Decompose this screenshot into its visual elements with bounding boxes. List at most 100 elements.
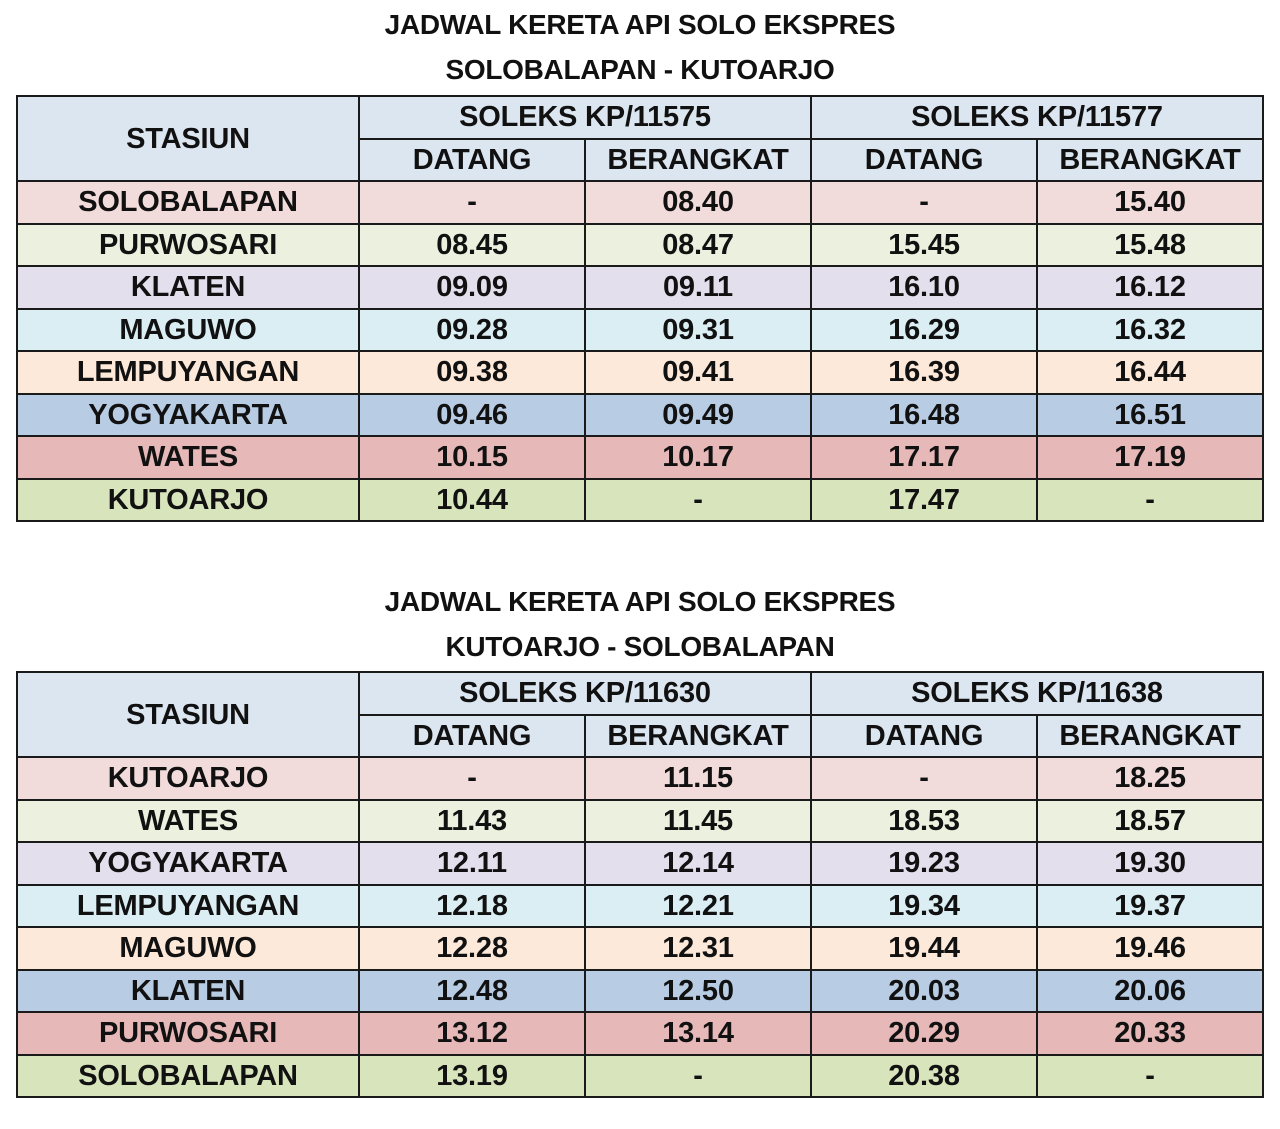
table-row: YOGYAKARTA 09.46 09.49 16.48 16.51 — [16, 392, 1264, 437]
time-cell: 09.28 — [358, 307, 586, 352]
time-cell: 09.38 — [358, 350, 586, 395]
station-column-header: STASIUN — [16, 671, 360, 758]
time-cell: 16.12 — [1036, 265, 1264, 310]
time-cell: 16.39 — [810, 350, 1038, 395]
time-cell: 11.45 — [584, 798, 812, 843]
time-cell: 10.17 — [584, 435, 812, 480]
time-cell: 09.11 — [584, 265, 812, 310]
station-name: YOGYAKARTA — [16, 392, 360, 437]
time-cell: 16.32 — [1036, 307, 1264, 352]
time-cell: 12.48 — [358, 968, 586, 1013]
time-cell: 10.15 — [358, 435, 586, 480]
depart-column-header: BERANGKAT — [1036, 713, 1264, 758]
station-name: KUTOARJO — [16, 477, 360, 522]
time-cell: 15.45 — [810, 222, 1038, 267]
station-name: YOGYAKARTA — [16, 841, 360, 886]
schedule-route: KUTOARJO - SOLOBALAPAN — [445, 631, 835, 662]
schedule-title: JADWAL KERETA API SOLO EKSPRES — [384, 9, 896, 40]
time-cell: 18.57 — [1036, 798, 1264, 843]
depart-column-header: BERANGKAT — [584, 137, 812, 182]
time-cell: 09.49 — [584, 392, 812, 437]
station-name: LEMPUYANGAN — [16, 883, 360, 928]
time-cell: 16.51 — [1036, 392, 1264, 437]
train-header: SOLEKS KP/11575 — [358, 95, 812, 140]
time-cell: 08.47 — [584, 222, 812, 267]
time-cell: 12.28 — [358, 926, 586, 971]
time-cell: - — [358, 180, 586, 225]
train-header: SOLEKS KP/11630 — [358, 671, 812, 716]
station-name: WATES — [16, 435, 360, 480]
arrive-column-header: DATANG — [810, 713, 1038, 758]
time-cell: 16.10 — [810, 265, 1038, 310]
table-row: PURWOSARI 08.45 08.47 15.45 15.48 — [16, 222, 1264, 267]
time-cell: 12.18 — [358, 883, 586, 928]
schedule-table: STASIUN SOLEKS KP/11630 SOLEKS KP/11638 … — [16, 671, 1264, 1098]
time-cell: 19.34 — [810, 883, 1038, 928]
time-cell: 19.30 — [1036, 841, 1264, 886]
time-cell: 17.17 — [810, 435, 1038, 480]
time-cell: 16.48 — [810, 392, 1038, 437]
time-cell: 13.12 — [358, 1011, 586, 1056]
station-name: PURWOSARI — [16, 222, 360, 267]
time-cell: 20.29 — [810, 1011, 1038, 1056]
time-cell: - — [584, 477, 812, 522]
station-name: SOLOBALAPAN — [16, 1053, 360, 1098]
time-cell: 13.14 — [584, 1011, 812, 1056]
table-row: PURWOSARI 13.12 13.14 20.29 20.33 — [16, 1011, 1264, 1056]
time-cell: 20.38 — [810, 1053, 1038, 1098]
time-cell: 12.31 — [584, 926, 812, 971]
time-cell: 17.19 — [1036, 435, 1264, 480]
time-cell: 12.21 — [584, 883, 812, 928]
time-cell: 19.37 — [1036, 883, 1264, 928]
time-cell: 10.44 — [358, 477, 586, 522]
arrive-column-header: DATANG — [358, 137, 586, 182]
time-cell: - — [1036, 477, 1264, 522]
table-row: MAGUWO 09.28 09.31 16.29 16.32 — [16, 307, 1264, 352]
time-cell: 12.14 — [584, 841, 812, 886]
table-row: WATES 11.43 11.45 18.53 18.57 — [16, 798, 1264, 843]
table-row: SOLOBALAPAN - 08.40 - 15.40 — [16, 180, 1264, 225]
table-row: WATES 10.15 10.17 17.17 17.19 — [16, 435, 1264, 480]
station-name: PURWOSARI — [16, 1011, 360, 1056]
station-name: SOLOBALAPAN — [16, 180, 360, 225]
table-row: KUTOARJO 10.44 - 17.47 - — [16, 477, 1264, 522]
depart-column-header: BERANGKAT — [1036, 137, 1264, 182]
time-cell: 16.44 — [1036, 350, 1264, 395]
depart-column-header: BERANGKAT — [584, 713, 812, 758]
time-cell: 13.19 — [358, 1053, 586, 1098]
table-row: KLATEN 12.48 12.50 20.03 20.06 — [16, 968, 1264, 1013]
station-name: KLATEN — [16, 265, 360, 310]
table-row: SOLOBALAPAN 13.19 - 20.38 - — [16, 1053, 1264, 1098]
time-cell: 08.45 — [358, 222, 586, 267]
time-cell: - — [810, 756, 1038, 801]
time-cell: 09.46 — [358, 392, 586, 437]
station-name: LEMPUYANGAN — [16, 350, 360, 395]
time-cell: 15.40 — [1036, 180, 1264, 225]
schedule-route: SOLOBALAPAN - KUTOARJO — [445, 54, 835, 85]
time-cell: 16.29 — [810, 307, 1038, 352]
time-cell: 17.47 — [810, 477, 1038, 522]
station-name: MAGUWO — [16, 307, 360, 352]
time-cell: 08.40 — [584, 180, 812, 225]
time-cell: 18.25 — [1036, 756, 1264, 801]
time-cell: - — [584, 1053, 812, 1098]
time-cell: 20.06 — [1036, 968, 1264, 1013]
time-cell: 12.11 — [358, 841, 586, 886]
station-name: KUTOARJO — [16, 756, 360, 801]
table-row: MAGUWO 12.28 12.31 19.44 19.46 — [16, 926, 1264, 971]
table-row: YOGYAKARTA 12.11 12.14 19.23 19.30 — [16, 841, 1264, 886]
time-cell: 11.43 — [358, 798, 586, 843]
station-column-header: STASIUN — [16, 95, 360, 182]
arrive-column-header: DATANG — [358, 713, 586, 758]
table-row: KLATEN 09.09 09.11 16.10 16.12 — [16, 265, 1264, 310]
train-header: SOLEKS KP/11577 — [810, 95, 1264, 140]
time-cell: 12.50 — [584, 968, 812, 1013]
time-cell: 19.23 — [810, 841, 1038, 886]
time-cell: 11.15 — [584, 756, 812, 801]
train-header: SOLEKS KP/11638 — [810, 671, 1264, 716]
arrive-column-header: DATANG — [810, 137, 1038, 182]
time-cell: 19.46 — [1036, 926, 1264, 971]
table-row: KUTOARJO - 11.15 - 18.25 — [16, 756, 1264, 801]
time-cell: 18.53 — [810, 798, 1038, 843]
time-cell: - — [810, 180, 1038, 225]
